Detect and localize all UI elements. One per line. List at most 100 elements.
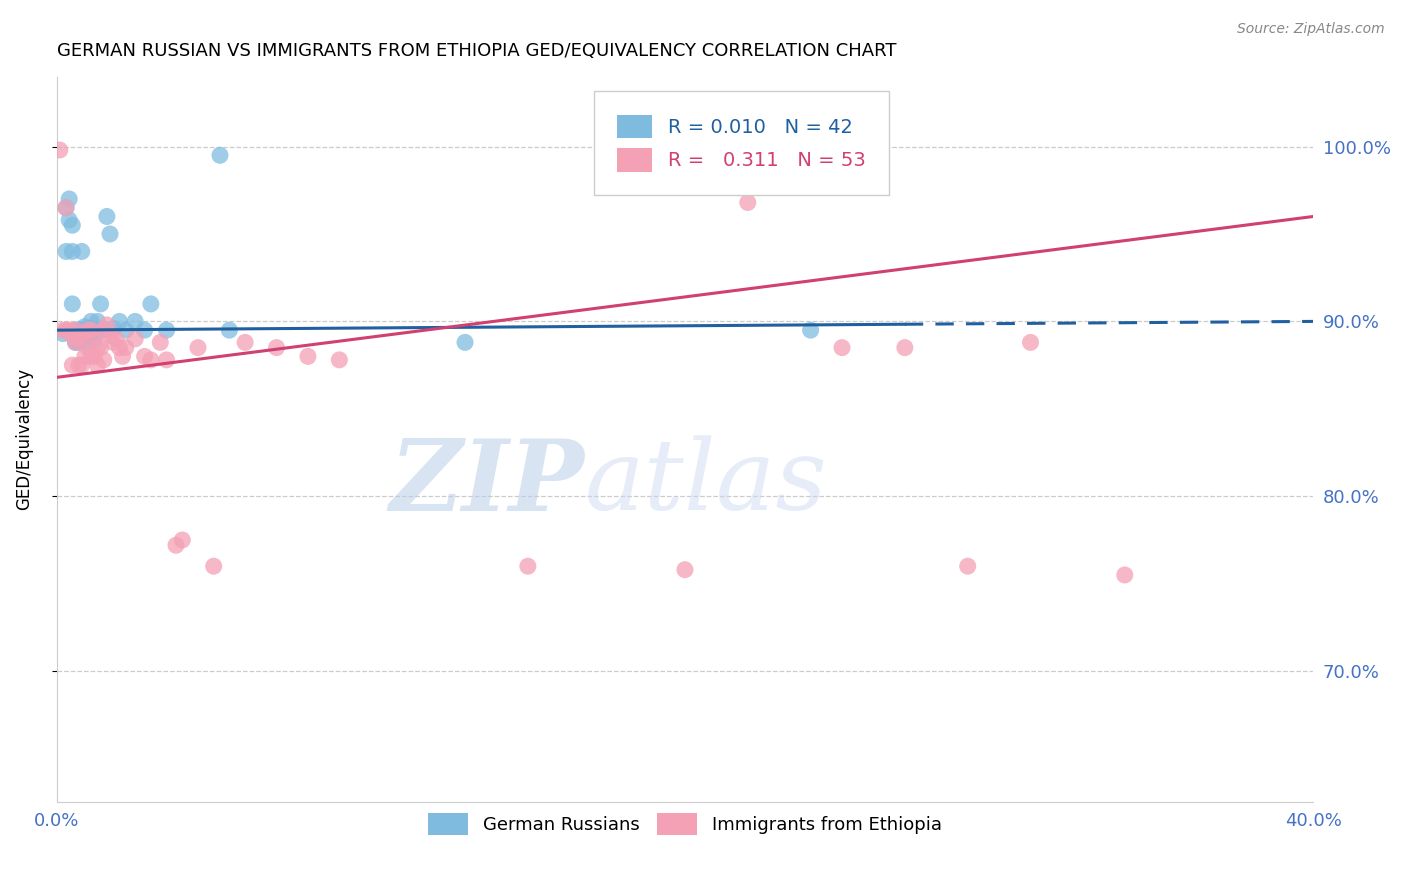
Point <box>77 328 100 343</box>
Point <box>202 559 225 574</box>
Point <box>894 341 917 355</box>
Point <box>67 332 90 346</box>
Point <box>233 335 256 350</box>
Text: ZIP: ZIP <box>389 434 585 532</box>
Point <box>55 201 77 215</box>
Point <box>73 350 96 364</box>
Point <box>60 218 83 232</box>
Text: Source: ZipAtlas.com: Source: ZipAtlas.com <box>1237 22 1385 37</box>
Point <box>90 341 112 355</box>
Point <box>48 143 70 157</box>
Point <box>65 335 87 350</box>
Point <box>83 323 105 337</box>
Point <box>80 323 103 337</box>
Point <box>124 332 146 346</box>
Point <box>139 352 162 367</box>
Point <box>60 328 83 343</box>
Point <box>149 335 172 350</box>
Point <box>90 297 112 311</box>
Point <box>101 335 124 350</box>
Point <box>67 328 90 343</box>
Text: GERMAN RUSSIAN VS IMMIGRANTS FROM ETHIOPIA GED/EQUIVALENCY CORRELATION CHART: GERMAN RUSSIAN VS IMMIGRANTS FROM ETHIOP… <box>56 42 896 60</box>
Point <box>86 314 108 328</box>
Point <box>80 314 103 328</box>
Point <box>93 352 115 367</box>
Point <box>86 323 108 337</box>
Point <box>77 341 100 355</box>
Point <box>77 335 100 350</box>
Point <box>67 323 90 337</box>
Point <box>187 341 209 355</box>
Point <box>266 341 288 355</box>
Point <box>55 201 77 215</box>
Point <box>673 563 696 577</box>
Point <box>65 328 87 343</box>
Point <box>70 244 93 259</box>
Point <box>83 328 105 343</box>
Point <box>105 332 128 346</box>
Point <box>60 297 83 311</box>
Legend: German Russians, Immigrants from Ethiopia: German Russians, Immigrants from Ethiopi… <box>419 804 950 844</box>
Point <box>77 323 100 337</box>
Point <box>86 358 108 372</box>
Point <box>1019 335 1042 350</box>
Point <box>737 195 759 210</box>
Point <box>93 323 115 337</box>
Point <box>73 326 96 341</box>
Point <box>86 341 108 355</box>
Point <box>139 297 162 311</box>
Text: atlas: atlas <box>585 435 827 531</box>
Point <box>108 314 131 328</box>
Point <box>58 213 80 227</box>
Point <box>96 210 118 224</box>
Point <box>67 358 90 372</box>
Point <box>65 323 87 337</box>
Point <box>52 326 75 341</box>
Point <box>80 321 103 335</box>
Point <box>65 335 87 350</box>
Point <box>1114 568 1136 582</box>
Point <box>134 350 156 364</box>
Point <box>93 323 115 337</box>
Point <box>55 323 77 337</box>
Point <box>124 314 146 328</box>
Point <box>101 321 124 335</box>
Point <box>155 352 177 367</box>
Point <box>516 559 538 574</box>
Point <box>98 227 121 241</box>
Point <box>165 538 187 552</box>
Point <box>60 358 83 372</box>
Point <box>55 244 77 259</box>
Point <box>172 533 194 547</box>
Point <box>52 323 75 337</box>
Point <box>218 323 240 337</box>
Point <box>831 341 853 355</box>
Point <box>58 192 80 206</box>
Point <box>108 341 131 355</box>
Point <box>98 328 121 343</box>
Point <box>65 323 87 337</box>
Point <box>134 323 156 337</box>
Y-axis label: GED/Equivalency: GED/Equivalency <box>15 368 32 510</box>
Point <box>83 332 105 346</box>
Point <box>60 244 83 259</box>
Point <box>77 323 100 337</box>
Point <box>70 358 93 372</box>
Point <box>70 328 93 343</box>
Point <box>67 335 90 350</box>
Point <box>58 323 80 337</box>
Point <box>297 350 319 364</box>
Point <box>96 318 118 332</box>
Point <box>73 319 96 334</box>
Point <box>83 350 105 364</box>
Point <box>80 350 103 364</box>
Point <box>114 341 136 355</box>
Point <box>111 350 134 364</box>
Point <box>956 559 979 574</box>
Point <box>800 323 823 337</box>
Point <box>328 352 350 367</box>
Point <box>114 323 136 337</box>
Point <box>454 335 477 350</box>
Point <box>155 323 177 337</box>
Point <box>208 148 231 162</box>
